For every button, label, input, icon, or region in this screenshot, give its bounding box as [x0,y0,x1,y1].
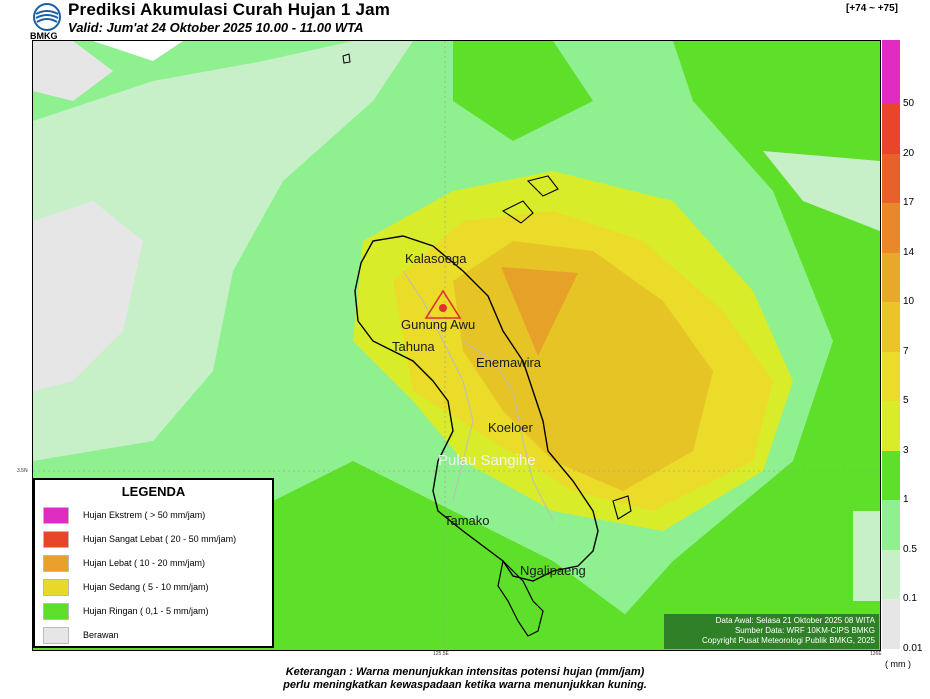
admin-boundary-2 [462,340,554,522]
footer-note-2: perlu meningkatkan kewaspadaan ketika wa… [283,679,647,691]
colorbar-label: 0.1 [903,593,917,605]
colorbar-label: 14 [903,246,915,258]
legend-label: Hujan Lebat ( 10 - 20 mm/jam) [83,558,206,568]
colorbar-segment [882,500,900,550]
rain-zone-green-north [453,41,593,141]
rain-zone-heavy [501,267,578,356]
colorbar-unit: ( mm ) [885,659,911,669]
legend-label: Hujan Ekstrem ( > 50 mm/jam) [83,510,206,520]
colorbar-segment [882,401,900,451]
islet-north [501,200,534,224]
place-tahuna: Tahuna [392,339,435,354]
islet-north-2 [526,175,559,197]
colorbar-segment [882,153,900,204]
place-tamako: Tamako [444,513,490,528]
colorbar-label: 10 [903,296,915,308]
legend-item: Hujan Lebat ( 10 - 20 mm/jam) [35,551,272,575]
island-outline-south [497,559,544,637]
legend-label: Berawan [83,630,119,640]
page-title: Prediksi Akumulasi Curah Hujan 1 Jam [68,0,391,19]
legend-swatch [43,578,69,596]
legend: LEGENDA Hujan Ekstrem ( > 50 mm/jam) Huja… [33,478,274,648]
lon-tick-1: 125.5E [433,651,449,657]
legend-title: LEGENDA [121,484,186,499]
legend-item: Hujan Sedang ( 5 - 10 mm/jam) [35,575,272,599]
colorbar-segment [882,302,900,352]
colorbar [882,40,900,649]
place-ngalipaeng: Ngalipaeng [520,563,586,578]
colorbar-segment [882,599,900,649]
island-outline-main [354,235,599,582]
place-koeloer: Koeloer [488,420,533,435]
rain-zone-pale-west [33,41,413,461]
colorbar-label: 5 [903,395,909,407]
colorbar-label: 20 [903,147,915,159]
info-box: Data Awal: Selasa 21 Oktober 2025 08 WIT… [664,614,879,649]
colorbar-segment [882,450,900,501]
info-line-1: Data Awal: Selasa 21 Oktober 2025 08 WIT… [715,616,875,625]
volcano-dot [439,304,447,312]
cloudy-zone-west [33,201,143,391]
cloudy-zone-nw [33,41,113,101]
legend-swatch [43,554,69,572]
info-line-3: Copyright Pusat Meteorologi Publik BMKG,… [702,636,875,645]
colorbar-segment [882,351,900,402]
colorbar-segment [882,104,900,154]
no-data-zone [93,41,183,61]
islet-far-north [342,53,351,64]
legend-label: Hujan Sedang ( 5 - 10 mm/jam) [83,582,209,592]
colorbar-label: 50 [903,98,915,110]
colorbar-segment [882,252,900,303]
legend-label: Hujan Sangat Lebat ( 20 - 50 mm/jam) [83,534,237,544]
legend-label: Hujan Ringan ( 0,1 - 5 mm/jam) [83,606,209,616]
legend-swatch [43,506,69,524]
admin-boundary [402,270,474,502]
legend-swatch [43,530,69,548]
place-kalasoega: Kalasoega [405,251,467,266]
range-label: [+74 ~ +75] [846,3,898,14]
info-line-2: Sumber Data: WRF 10KM-CIPS BMKG [734,626,875,635]
logo-text: BMKG [30,31,58,41]
rain-zone-pale-edge [853,511,880,601]
legend-item: Hujan Ekstrem ( > 50 mm/jam) [35,503,272,527]
volcano-icon[interactable] [424,289,462,319]
legend-swatch [43,626,69,644]
colorbar-label: 17 [903,197,915,209]
legend-item: Berawan [35,623,272,647]
legend-item: Hujan Sangat Lebat ( 20 - 50 mm/jam) [35,527,272,551]
colorbar-segment [882,549,900,600]
valid-time: Valid: Jum'at 24 Oktober 2025 10.00 - 11… [68,20,364,35]
legend-item: Hujan Ringan ( 0,1 - 5 mm/jam) [35,599,272,623]
rain-zone-pale-east [763,151,880,231]
colorbar-label: 1 [903,494,909,506]
lon-tick-2: 126E [870,651,882,657]
islet-east [612,495,632,520]
footer-note-1: Keterangan : Warna menunjukkan intensita… [285,666,645,678]
colorbar-label: 0.5 [903,543,917,555]
place-enemawira: Enemawira [476,355,542,370]
lat-tick: 3.5N [17,468,28,474]
colorbar-label: 3 [903,444,909,456]
colorbar-label: 0.01 [903,643,923,654]
bmkg-logo [30,2,64,40]
colorbar-segment [882,40,900,105]
place-gunung-awu: Gunung Awu [401,317,476,332]
colorbar-label: 7 [903,345,909,357]
legend-swatch [43,602,69,620]
place-pulau-sangihe: Pulau Sangihe [438,452,536,469]
colorbar-segment [882,203,900,253]
